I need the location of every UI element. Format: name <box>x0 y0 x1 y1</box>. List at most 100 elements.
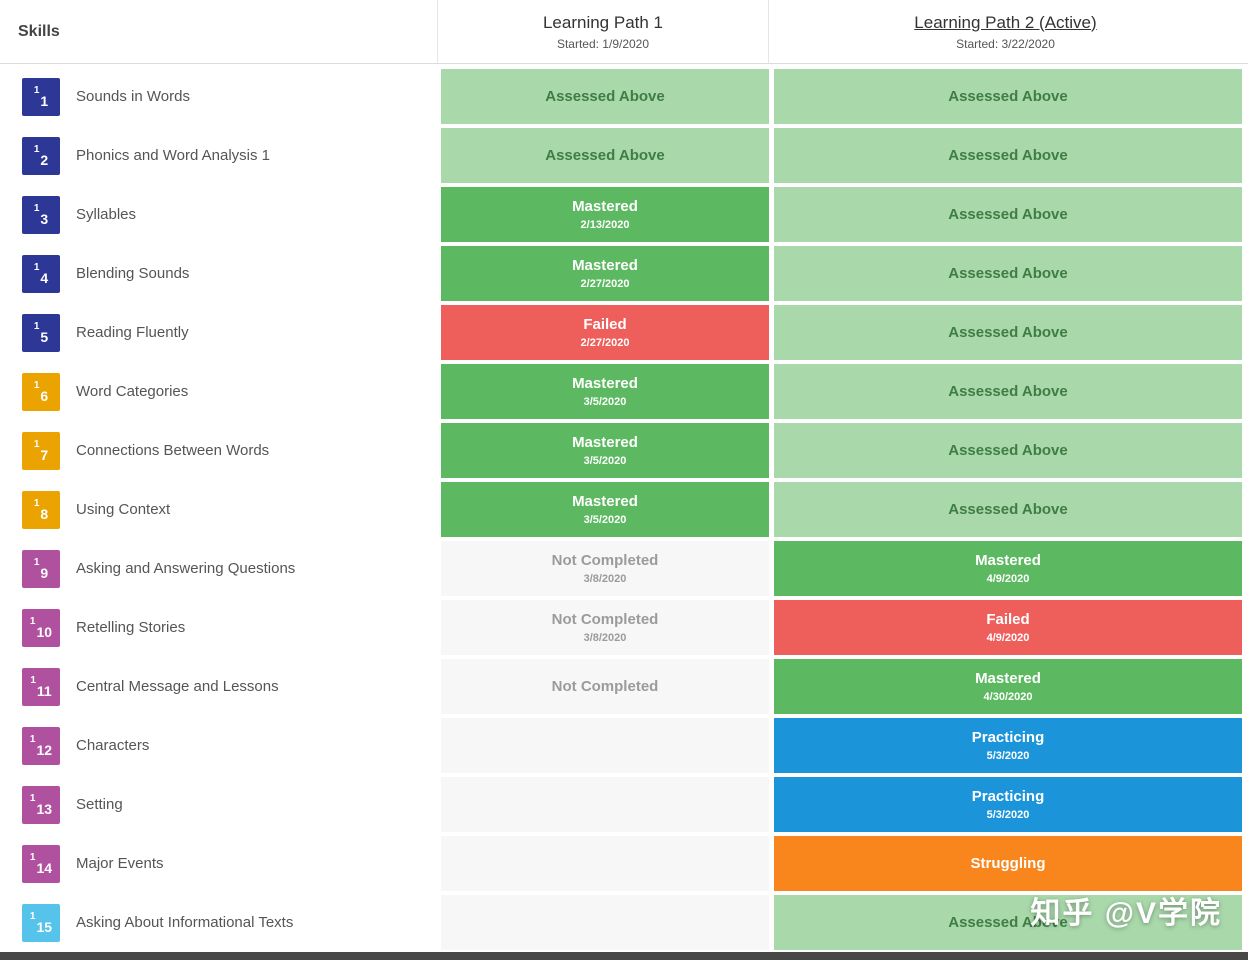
table-row: 1 12 Characters Practicing 5/3/2020 <box>0 718 1248 773</box>
path1-status-cell: Assessed Above <box>441 69 769 124</box>
path1-status-cell: Failed 2/27/2020 <box>441 305 769 360</box>
path1-status-cell: Mastered 2/27/2020 <box>441 246 769 301</box>
path1-status-cell: Not Completed <box>441 659 769 714</box>
path2-status-label: Practicing <box>971 729 1045 746</box>
table-row: 1 13 Setting Practicing 5/3/2020 <box>0 777 1248 832</box>
bottom-edge-bar <box>0 952 1248 960</box>
skill-name: Connections Between Words <box>76 442 270 459</box>
path2-status-date: 5/3/2020 <box>986 809 1030 821</box>
skill-number: 6 <box>40 387 49 404</box>
path1-column-header: Learning Path 1 Started: 1/9/2020 <box>437 0 769 63</box>
skills-header-label: Skills <box>18 22 60 40</box>
skill-number: 9 <box>40 564 49 581</box>
path2-status-cell: Assessed Above <box>774 69 1242 124</box>
path2-status-date: 4/9/2020 <box>986 573 1030 585</box>
skill-number: 14 <box>36 859 53 876</box>
skill-name: Retelling Stories <box>76 619 186 636</box>
path1-status-date: 2/13/2020 <box>580 219 630 231</box>
path2-status-cell: Assessed Above <box>774 482 1242 537</box>
path1-status-date: 2/27/2020 <box>580 337 630 349</box>
path2-status-cell: Assessed Above <box>774 187 1242 242</box>
path1-status-label: Not Completed <box>551 552 659 569</box>
path2-status-label: Assessed Above <box>948 147 1068 164</box>
path1-status-date: 3/8/2020 <box>583 632 627 644</box>
path2-status-label: Practicing <box>971 788 1045 805</box>
skill-level-superscript: 1 <box>30 674 36 686</box>
skill-number: 15 <box>36 918 53 935</box>
skill-level-superscript: 1 <box>33 202 40 214</box>
skill-name: Central Message and Lessons <box>76 678 279 695</box>
path2-status-date: 4/30/2020 <box>983 691 1033 703</box>
skill-level-superscript: 1 <box>33 261 40 273</box>
path2-title-link[interactable]: Learning Path 2 (Active) <box>914 12 1097 32</box>
path1-status-date: 3/5/2020 <box>583 455 627 467</box>
skill-level-badge: 1 15 <box>22 903 60 942</box>
path1-status-date: 3/5/2020 <box>583 514 627 526</box>
skill-level-superscript: 1 <box>33 379 40 391</box>
path2-status-cell: Assessed Above <box>774 423 1242 478</box>
path1-status-cell: Assessed Above <box>441 128 769 183</box>
skill-number: 3 <box>40 210 49 227</box>
path2-status-label: Failed <box>986 611 1030 628</box>
skill-level-badge: 1 10 <box>22 608 60 647</box>
path2-status-label: Assessed Above <box>948 265 1068 282</box>
path2-started-date: Started: 3/22/2020 <box>956 36 1055 51</box>
path1-status-cell <box>441 895 769 950</box>
skill-level-superscript: 1 <box>33 84 40 96</box>
skill-cell: 1 10 Retelling Stories <box>0 600 437 655</box>
skill-level-superscript: 1 <box>29 851 36 863</box>
path1-status-cell: Not Completed 3/8/2020 <box>441 541 769 596</box>
skill-name: Asking and Answering Questions <box>76 560 296 577</box>
path1-status-label: Mastered <box>572 257 638 274</box>
skill-name: Setting <box>76 796 123 813</box>
path2-status-label: Assessed Above <box>948 914 1068 931</box>
path1-status-label: Failed <box>583 316 627 333</box>
skill-level-superscript: 1 <box>33 143 40 155</box>
path2-status-cell: Assessed Above <box>774 895 1242 950</box>
path2-status-label: Assessed Above <box>948 206 1068 223</box>
skill-level-badge: 1 11 <box>22 667 60 706</box>
path2-status-label: Assessed Above <box>948 324 1068 341</box>
table-row: 1 11 Central Message and Lessons Not Comp… <box>0 659 1248 714</box>
skill-name: Reading Fluently <box>76 324 189 341</box>
path2-status-date: 5/3/2020 <box>986 750 1030 762</box>
skill-name: Major Events <box>76 855 164 872</box>
path2-status-cell: Assessed Above <box>774 128 1242 183</box>
skill-level-superscript: 1 <box>33 320 40 332</box>
skill-level-badge: 1 14 <box>22 844 60 883</box>
path2-status-cell: Practicing 5/3/2020 <box>774 718 1242 773</box>
path1-status-date: 2/27/2020 <box>580 278 630 290</box>
skill-name: Blending Sounds <box>76 265 190 282</box>
skill-name: Using Context <box>76 501 171 518</box>
skill-level-superscript: 1 <box>29 910 36 922</box>
skill-level-superscript: 1 <box>29 792 36 804</box>
path1-status-label: Mastered <box>572 493 638 510</box>
path2-status-cell: Struggling <box>774 836 1242 891</box>
path1-status-cell: Mastered 2/13/2020 <box>441 187 769 242</box>
path2-status-label: Mastered <box>975 552 1041 569</box>
path1-status-cell <box>441 718 769 773</box>
path2-status-label: Mastered <box>975 670 1041 687</box>
skill-name: Phonics and Word Analysis 1 <box>76 147 270 164</box>
skill-level-superscript: 1 <box>29 733 36 745</box>
path1-status-label: Assessed Above <box>545 147 665 164</box>
skill-name: Asking About Informational Texts <box>76 914 294 931</box>
skill-number: 12 <box>36 741 53 758</box>
skill-name: Characters <box>76 737 150 754</box>
skill-cell: 1 15 Asking About Informational Texts <box>0 895 437 950</box>
skill-level-superscript: 1 <box>33 556 40 568</box>
